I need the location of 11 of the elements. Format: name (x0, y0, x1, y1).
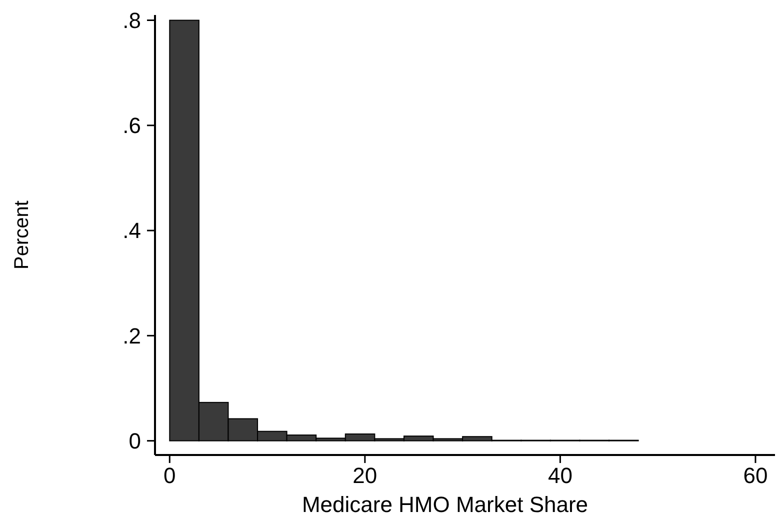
x-axis-title: Medicare HMO Market Share (302, 492, 588, 516)
x-tick-label: 40 (548, 463, 572, 488)
y-tick-label: .8 (122, 8, 141, 33)
y-tick-label: 0 (128, 428, 141, 454)
x-tick-label: 60 (743, 463, 768, 488)
y-tick-label: .4 (122, 218, 141, 244)
x-tick-label: 0 (164, 463, 176, 488)
y-tick-label: .6 (122, 113, 141, 138)
y-axis-title: Percent (11, 200, 33, 270)
x-tick-label: 20 (352, 463, 378, 488)
y-tick-label: .2 (122, 323, 141, 348)
